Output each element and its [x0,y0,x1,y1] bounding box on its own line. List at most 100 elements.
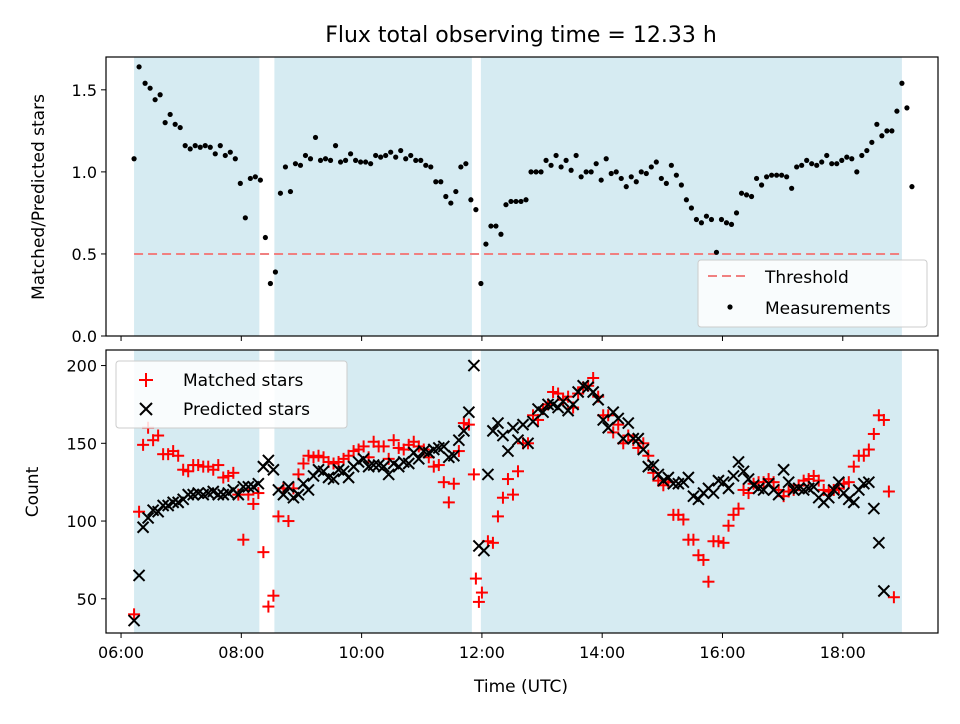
predicted-star-marker [707,486,720,500]
matched-star-marker [377,440,390,453]
predicted-star-marker [447,449,461,462]
measurement-point [728,221,735,227]
matched-star-marker [128,608,141,621]
matched-star-marker [867,427,880,440]
predicted-star-marker [591,393,605,406]
matched-star-marker [182,465,195,478]
predicted-star-marker [556,395,570,408]
matched-star-marker [133,505,146,518]
measurement-point [588,169,594,175]
matched-star-marker [327,457,340,470]
measurement-point [753,175,760,182]
predicted-star-marker [262,454,275,467]
matched-star-marker [172,449,185,462]
matched-star-marker [887,591,900,604]
measurement-point [277,190,284,196]
matched-star-marker [511,465,524,478]
predicted-star-marker [452,433,466,447]
measurement-point [363,159,369,165]
measurement-point [172,121,178,127]
measurement-point [337,159,344,165]
matched-star-marker [192,459,205,472]
measurement-point [578,174,584,180]
predicted-star-marker [877,584,891,598]
measurement-point [693,216,700,223]
measurement-point [513,198,519,205]
top-legend-box [697,259,928,328]
predicted-star-marker [496,429,510,442]
y-tick-label: 0.0 [72,327,97,346]
top-y-axis-ticks: 0.0 0.5 1.0 1.5 [72,81,106,346]
measurement-point [894,108,900,114]
matched-star-marker [475,586,488,599]
predicted-star-marker [511,433,525,447]
measurement-point [247,175,253,182]
matched-star-marker [842,476,855,489]
measurement-point [804,157,810,163]
measurement-point [738,190,745,196]
matched-star-marker [447,477,460,490]
measurement-point [708,216,715,223]
measurement-point [748,193,755,200]
measurement-point [623,184,629,190]
matched-star-marker [262,600,275,613]
measurement-point [518,198,524,205]
matched-star-marker [467,468,480,481]
measurement-point [618,175,624,182]
predicted-star-marker [136,521,150,534]
x-tick-label: 16:00 [699,643,745,662]
measurement-point [633,179,639,185]
y-tick-label: 100 [66,512,97,531]
matched-star-marker [882,485,895,498]
matched-star-marker [177,463,190,476]
measurement-point [157,92,163,98]
predicted-star-marker [467,359,481,372]
bottom-y-axis-ticks: 50 100 150 200 [66,357,106,609]
measurement-point [899,80,905,86]
predicted-star-marker [632,432,645,445]
measurement-point [839,157,845,163]
matched-star-marker [732,502,745,515]
observing-window-band [274,57,472,336]
matched-star-marker [427,460,440,473]
measurement-point [713,249,720,255]
measurement-point [182,143,188,149]
predicted-star-marker [777,463,790,476]
measurement-point [628,174,634,180]
measurement-point [543,157,549,163]
matched-star-marker [392,441,405,454]
measurement-point [142,80,148,86]
matched-star-marker [612,418,625,431]
predicted-star-marker [462,405,476,419]
predicted-star-marker [566,398,580,411]
measurement-point [167,111,173,118]
measurement-point [322,156,329,162]
predicted-star-marker [481,468,495,481]
measurement-point [703,213,710,219]
y-tick-label: 1.5 [72,81,97,100]
measurement-point [267,280,273,287]
measurement-point [653,159,659,165]
measurement-point [819,159,825,165]
measurement-point [428,164,434,170]
measurement-point [272,269,279,275]
matched-star-marker [496,491,509,504]
predicted-star-marker [627,432,640,445]
matched-star-marker [227,466,240,479]
measurement-point [889,128,895,134]
y-tick-label: 50 [77,590,97,609]
measurement-point [909,184,915,190]
legend-threshold-label: Threshold [764,268,849,288]
predicted-star-marker [612,412,625,425]
predicted-star-marker [772,488,785,501]
measurement-point [854,169,860,175]
measurement-point [553,152,559,159]
measurement-point [378,154,384,160]
measurement-point [834,161,840,167]
matched-star-marker [267,589,280,602]
measurement-point [147,85,153,91]
bottom-panel: 50 100 150 200 06:00 08:00 10:00 12:00 14:00 16:… [23,349,939,697]
predicted-star-marker [382,468,395,481]
bottom-plot-frame [105,349,939,634]
measurement-point [197,144,203,150]
